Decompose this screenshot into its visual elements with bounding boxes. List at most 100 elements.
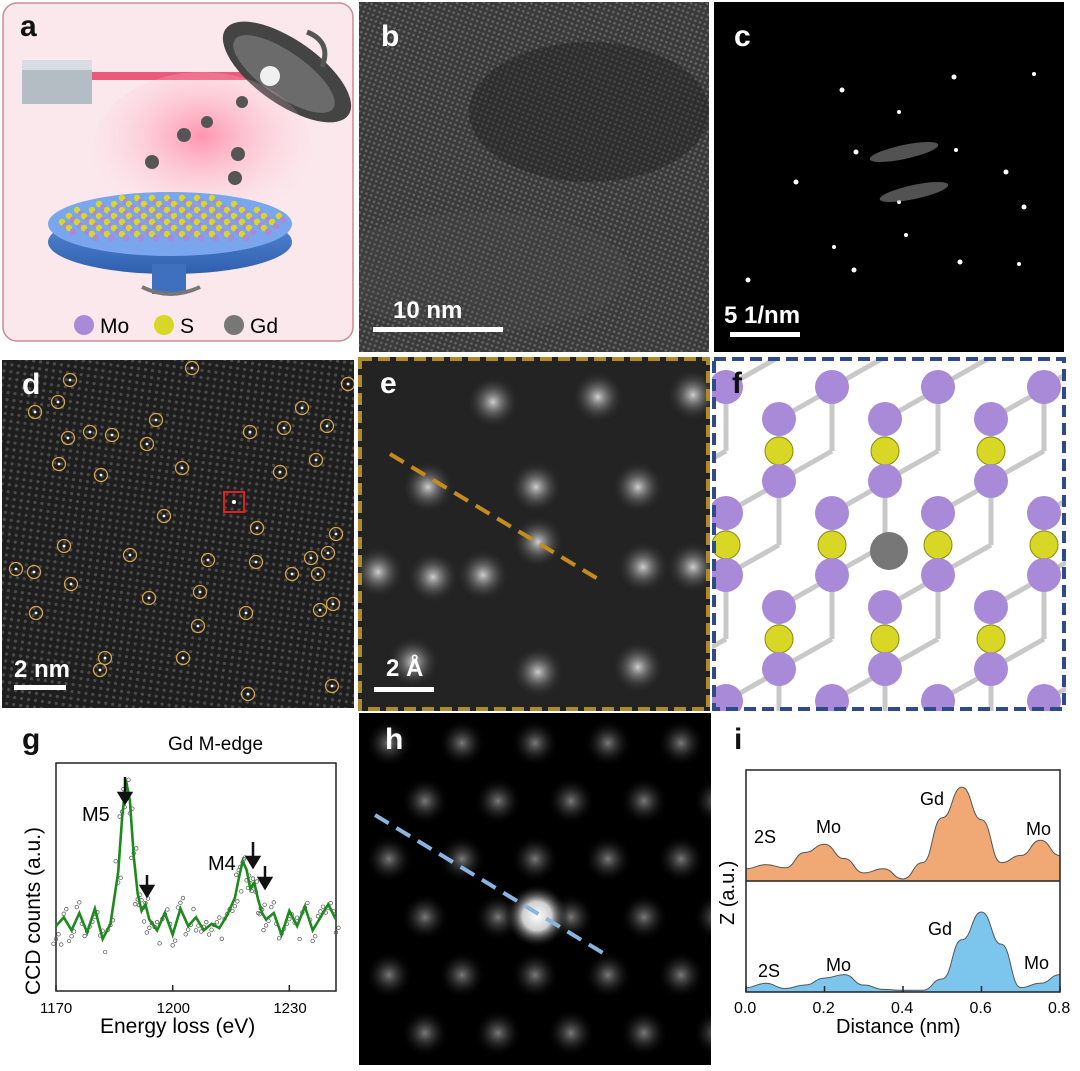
diffraction-pattern bbox=[730, 72, 1036, 337]
data-point bbox=[51, 941, 56, 946]
dopant-marker bbox=[276, 420, 292, 436]
data-point bbox=[209, 927, 214, 932]
panel-d: d 2 nm bbox=[2, 360, 354, 708]
panel-f: f bbox=[712, 357, 1066, 711]
data-point bbox=[82, 933, 87, 939]
legend-s: S bbox=[180, 315, 194, 338]
data-point bbox=[263, 923, 269, 928]
data-point bbox=[234, 872, 239, 877]
panel-b: b 10 nm bbox=[359, 2, 709, 352]
mo-atom bbox=[815, 370, 849, 404]
data-point bbox=[336, 925, 341, 930]
panel-label-g: g bbox=[22, 723, 41, 756]
data-point bbox=[133, 902, 138, 907]
dopant-marker bbox=[97, 650, 113, 666]
haadf-image-overview bbox=[2, 360, 354, 708]
atomic-model bbox=[712, 357, 1066, 711]
data-point bbox=[74, 904, 79, 910]
dopant-marker bbox=[190, 618, 206, 634]
data-point bbox=[66, 938, 72, 944]
data-point bbox=[235, 899, 240, 904]
data-point bbox=[204, 919, 209, 925]
data-point bbox=[217, 915, 222, 920]
x-axis-label-i: Distance (nm) bbox=[836, 1016, 960, 1038]
s-atom bbox=[870, 436, 900, 466]
x-tick-label: 1230 bbox=[273, 1000, 306, 1017]
dopant-marker bbox=[27, 404, 43, 420]
panel-label-f: f bbox=[732, 367, 742, 400]
mo-atom bbox=[712, 496, 743, 530]
mo-atom bbox=[815, 684, 849, 711]
data-point bbox=[77, 900, 82, 905]
scale-bar-label-c: 5 1/nm bbox=[724, 302, 801, 329]
mo-atom bbox=[868, 652, 902, 686]
mo-atom bbox=[868, 464, 902, 498]
mo-atom bbox=[921, 684, 955, 711]
dopant-marker bbox=[174, 460, 190, 476]
data-point bbox=[173, 938, 178, 943]
data-point bbox=[239, 889, 244, 894]
x-tick-label: 1200 bbox=[157, 1000, 190, 1017]
top-label-mo-1: Mo bbox=[816, 817, 841, 837]
laser-ablation-schematic: Mo S Gd bbox=[2, 2, 354, 342]
s-atom bbox=[976, 624, 1006, 654]
dopant-marker bbox=[324, 678, 340, 694]
data-point bbox=[154, 919, 160, 925]
s-atom bbox=[923, 530, 953, 560]
data-point bbox=[144, 930, 149, 935]
legend-mo: Mo bbox=[100, 315, 129, 338]
dopant-marker bbox=[192, 584, 208, 600]
x-axis-label-g: Energy loss (eV) bbox=[100, 1015, 255, 1038]
mo-atom bbox=[974, 402, 1008, 436]
scale-bar-label-b: 10 nm bbox=[393, 297, 463, 324]
mo-atom bbox=[974, 652, 1008, 686]
dopant-marker bbox=[319, 418, 335, 434]
data-point bbox=[53, 936, 59, 942]
scale-bar-label-e: 2 Å bbox=[386, 655, 424, 682]
data-point bbox=[157, 941, 162, 946]
dopant-marker bbox=[62, 372, 78, 388]
legend-gd: Gd bbox=[250, 315, 278, 338]
data-point bbox=[318, 909, 323, 914]
panel-label-c: c bbox=[734, 20, 751, 53]
dopant-marker bbox=[141, 590, 157, 606]
data-point bbox=[165, 907, 170, 912]
dopant-marker bbox=[8, 561, 24, 577]
scale-bar-label-d: 2 nm bbox=[14, 656, 71, 683]
s-atom bbox=[764, 624, 794, 654]
data-point bbox=[305, 900, 310, 906]
data-point bbox=[214, 920, 219, 925]
data-point bbox=[134, 846, 139, 851]
x-tick-label: 0.6 bbox=[970, 1000, 992, 1017]
dopant-marker bbox=[50, 394, 66, 410]
s-atom bbox=[764, 436, 794, 466]
data-point bbox=[206, 932, 212, 937]
dopant-marker bbox=[242, 424, 258, 440]
mo-atom bbox=[762, 464, 796, 498]
mo-atom bbox=[762, 402, 796, 436]
top-label-gd: Gd bbox=[920, 789, 944, 809]
data-point bbox=[69, 934, 74, 939]
mo-atom bbox=[712, 684, 743, 711]
dopant-marker bbox=[92, 662, 108, 678]
data-point bbox=[320, 904, 326, 909]
data-point bbox=[219, 936, 224, 941]
simulated-haadf-image bbox=[365, 719, 711, 1057]
mo-atom bbox=[921, 370, 955, 404]
x-tick-label: 1170 bbox=[40, 1000, 72, 1017]
data-point bbox=[271, 900, 276, 905]
s-atom bbox=[1029, 530, 1059, 560]
mo-atom bbox=[762, 652, 796, 686]
mo-atom bbox=[1027, 496, 1061, 530]
dopant-marker bbox=[284, 566, 300, 582]
dopant-marker bbox=[184, 360, 200, 376]
dopant-marker bbox=[139, 436, 155, 452]
panel-g: 1170 1200 1230 Gd M-edge M5 M4 Energy loss… bbox=[2, 715, 354, 1069]
mo-atom bbox=[1027, 558, 1061, 592]
data-point bbox=[230, 908, 235, 914]
mo-atom bbox=[712, 370, 743, 404]
data-point bbox=[261, 928, 266, 933]
bot-label-gd: Gd bbox=[928, 919, 952, 939]
data-point bbox=[310, 938, 315, 944]
mo-atom bbox=[815, 496, 849, 530]
